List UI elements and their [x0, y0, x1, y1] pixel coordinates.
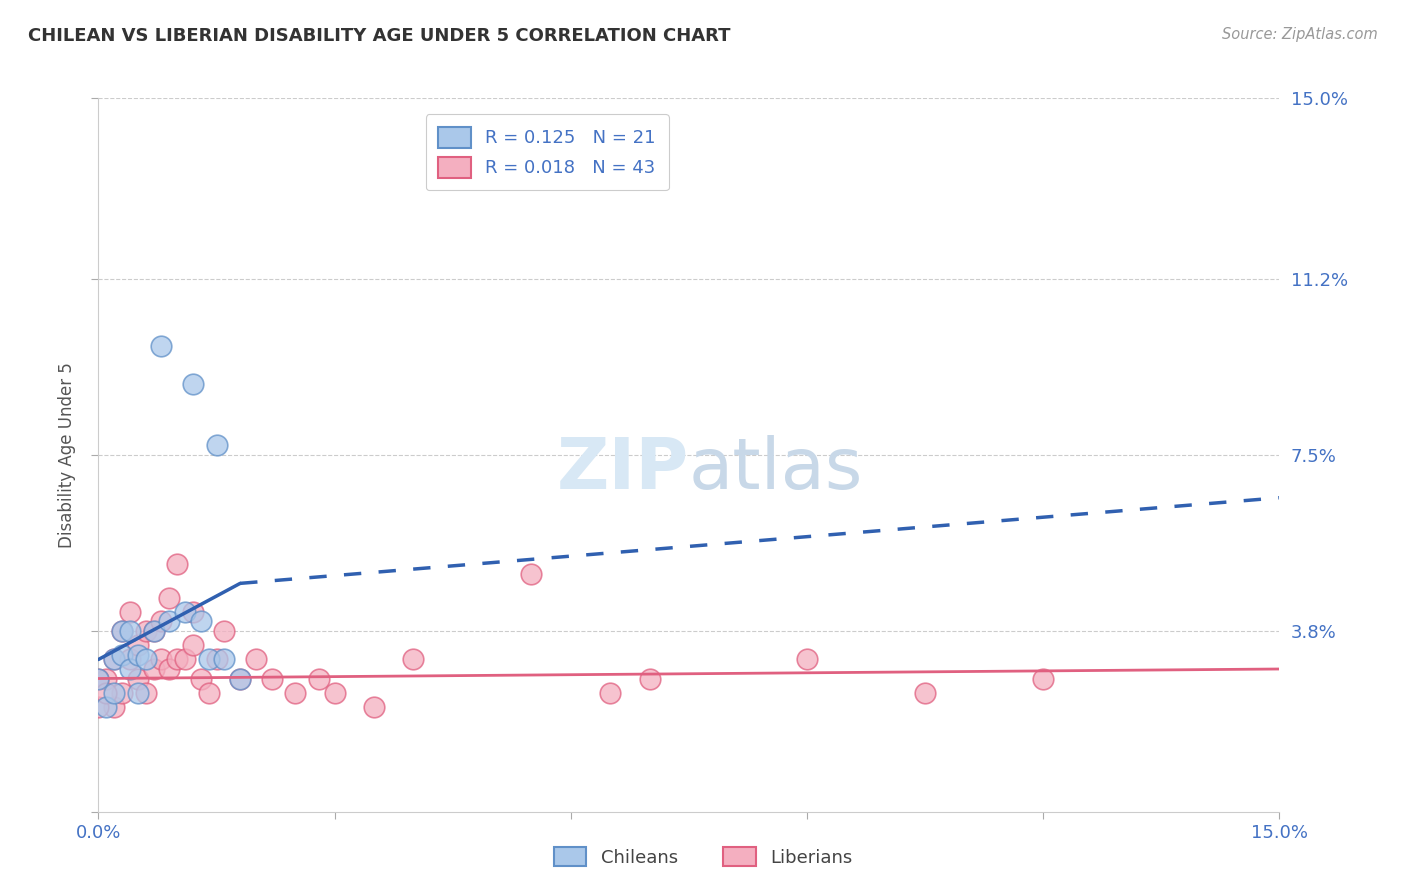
Legend: Chileans, Liberians: Chileans, Liberians: [547, 840, 859, 874]
Point: [150, 652, 173, 666]
Point: [181, 605, 204, 619]
Point: [103, 652, 125, 666]
Point: [402, 652, 425, 666]
Point: [284, 686, 307, 700]
Text: ZIP: ZIP: [557, 434, 689, 504]
Point: [520, 566, 543, 581]
Point: [197, 686, 219, 700]
Point: [181, 638, 204, 652]
Point: [1032, 672, 1054, 686]
Point: [166, 558, 188, 572]
Point: [135, 652, 157, 666]
Point: [190, 615, 212, 629]
Point: [111, 624, 134, 638]
Point: [135, 624, 157, 638]
Point: [174, 652, 197, 666]
Point: [127, 672, 149, 686]
Point: [96, 700, 118, 714]
Point: [142, 624, 165, 638]
Point: [245, 652, 267, 666]
Point: [118, 605, 141, 619]
Point: [96, 672, 118, 686]
Y-axis label: Disability Age Under 5: Disability Age Under 5: [58, 362, 76, 548]
Point: [181, 376, 204, 391]
Point: [308, 672, 330, 686]
Point: [166, 652, 188, 666]
Point: [260, 672, 283, 686]
Text: atlas: atlas: [689, 434, 863, 504]
Point: [323, 686, 346, 700]
Point: [190, 672, 212, 686]
Point: [118, 652, 141, 666]
Point: [103, 652, 125, 666]
Point: [103, 700, 125, 714]
Point: [127, 648, 149, 662]
Point: [127, 686, 149, 700]
Point: [111, 686, 134, 700]
Point: [214, 652, 236, 666]
Point: [96, 686, 118, 700]
Point: [142, 662, 165, 676]
Point: [118, 662, 141, 676]
Point: [118, 624, 141, 638]
Point: [174, 605, 197, 619]
Point: [142, 624, 165, 638]
Point: [111, 624, 134, 638]
Point: [638, 672, 661, 686]
Point: [229, 672, 252, 686]
Point: [87, 672, 110, 686]
Point: [229, 672, 252, 686]
Point: [214, 624, 236, 638]
Point: [599, 686, 621, 700]
Point: [127, 638, 149, 652]
Legend: R = 0.125   N = 21, R = 0.018   N = 43: R = 0.125 N = 21, R = 0.018 N = 43: [426, 114, 669, 190]
Point: [205, 652, 228, 666]
Point: [135, 686, 157, 700]
Point: [197, 652, 219, 666]
Point: [796, 652, 818, 666]
Point: [914, 686, 936, 700]
Point: [157, 591, 180, 605]
Text: Source: ZipAtlas.com: Source: ZipAtlas.com: [1222, 27, 1378, 42]
Point: [157, 615, 180, 629]
Text: CHILEAN VS LIBERIAN DISABILITY AGE UNDER 5 CORRELATION CHART: CHILEAN VS LIBERIAN DISABILITY AGE UNDER…: [28, 27, 731, 45]
Point: [157, 662, 180, 676]
Point: [363, 700, 385, 714]
Point: [87, 672, 110, 686]
Point: [205, 438, 228, 452]
Point: [87, 700, 110, 714]
Point: [150, 338, 173, 352]
Point: [150, 615, 173, 629]
Point: [103, 686, 125, 700]
Point: [111, 648, 134, 662]
